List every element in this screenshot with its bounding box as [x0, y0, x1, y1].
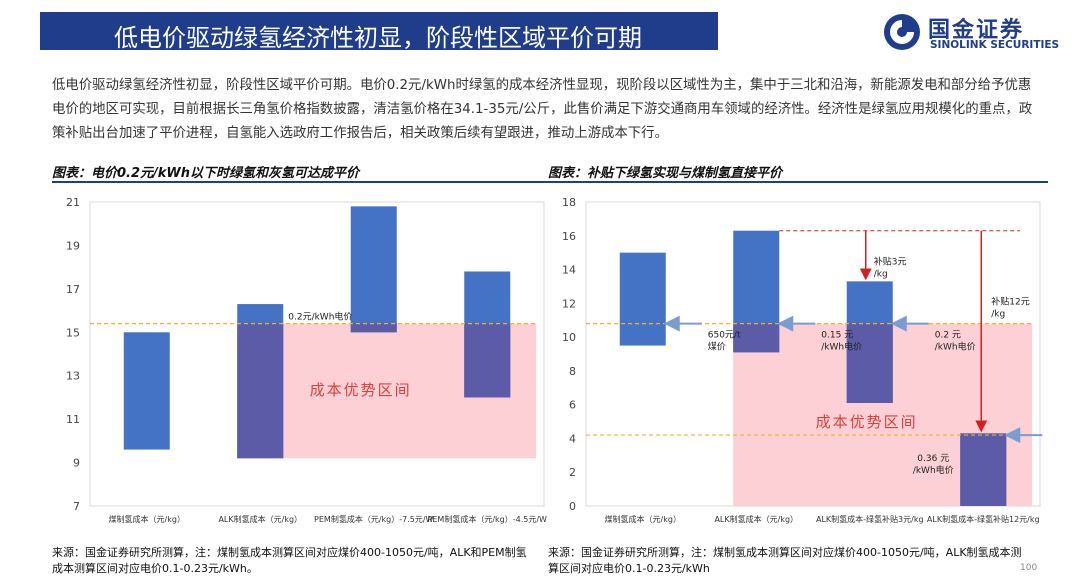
- x-category-label: 煤制氢成本（元/kg）: [109, 514, 185, 524]
- page-number: 100: [1020, 563, 1038, 573]
- y-tick-label: 18: [562, 196, 576, 209]
- y-tick-label: 2: [569, 466, 576, 479]
- reference-label: 0.15 元/kWh电价: [821, 331, 862, 353]
- reference-label: 0.36 元/kWh电价: [913, 454, 954, 476]
- left-chart-source: 来源：国金证券研究所测算，注：煤制氢成本测算区间对应煤价400-1050元/吨，…: [52, 546, 527, 575]
- y-tick-label: 7: [73, 500, 80, 513]
- range-bar-overlap: [960, 433, 1007, 506]
- x-category-label: ALK制氢成本（元/kg）: [714, 514, 798, 524]
- intro-paragraph: 低电价驱动绿氢经济性初显，阶段性区域平价可期。电价0.2元/kWh时绿氢的成本经…: [52, 78, 1033, 141]
- y-tick-label: 16: [562, 230, 576, 243]
- reference-line-label: 0.2元/kWh电价: [288, 311, 352, 323]
- y-tick-label: 21: [66, 196, 80, 209]
- y-tick-label: 17: [66, 283, 80, 296]
- left-chart: 7 9 11 13 15 17 19 21 煤制氢成本（元/kg） ALK制氢成本（元/kg） PE…: [66, 196, 547, 524]
- range-bar: [123, 332, 170, 450]
- y-tick-label: 6: [569, 399, 576, 412]
- y-tick-label: 15: [66, 326, 80, 339]
- logo-name: 国金证券: [928, 18, 1025, 43]
- right-chart-rule: [548, 181, 1048, 183]
- logo-mark-icon: [884, 14, 920, 50]
- y-tick-label: 9: [73, 457, 80, 470]
- logo-en: SINOLINK SECURITIES: [930, 39, 1060, 51]
- x-category-label: PEM制氢成本（元/kg）-7.5元/W: [314, 514, 433, 524]
- subsidy-label: 补贴12元/kg: [991, 296, 1029, 320]
- y-tick-label: 4: [569, 432, 576, 445]
- x-category-label: PEM制氢成本（元/kg）-4.5元/W: [428, 514, 547, 524]
- reference-label: 0.2 元/kWh电价: [935, 331, 976, 353]
- y-tick-label: 12: [562, 297, 576, 310]
- y-tick-label: 19: [66, 239, 80, 252]
- x-category-label: 煤制氢成本（元/kg）: [605, 514, 681, 524]
- x-category-label: ALK制氢成本-绿氢补贴3元/kg: [816, 514, 924, 524]
- y-tick-label: 8: [569, 365, 576, 378]
- range-bar-overlap: [350, 323, 397, 333]
- y-tick-label: 11: [66, 413, 80, 426]
- x-category-label: ALK制氢成本（元/kg）: [218, 514, 302, 524]
- logo: 国金证券 SINOLINK SECURITIES: [882, 10, 1072, 54]
- page-title: 低电价驱动绿氢经济性初显，阶段性区域平价可期: [114, 24, 642, 52]
- range-bar-overlap: [464, 323, 511, 398]
- left-chart-rule: [52, 181, 552, 183]
- title-bar: 低电价驱动绿氢经济性初显，阶段性区域平价可期: [40, 12, 718, 52]
- zone-label: 成本优势区间: [816, 413, 918, 431]
- range-bar-overlap: [733, 323, 780, 353]
- left-chart-panel: 图表：电价0.2元/kWh以下时绿氢和灰氢可达成平价 7 9 11 13 15 17 19 2…: [52, 160, 552, 540]
- y-tick-label: 0: [569, 500, 576, 513]
- range-bar-overlap: [237, 323, 284, 459]
- right-chart: 0 2 4 6 8 10 12 14 16 18 煤制氢成本（元/kg） ALK制氢成本（元/kg） A…: [562, 196, 1043, 524]
- zone-label: 成本优势区间: [310, 381, 412, 399]
- subsidy-label: 补贴3元/kg: [874, 256, 907, 280]
- right-chart-panel: 图表：补贴下绿氢实现与煤制氢直接平价 0 2 4 6 8 10 12 14 16 18 煤制氢成本（…: [548, 160, 1048, 540]
- left-chart-title: 图表：电价0.2元/kWh以下时绿氢和灰氢可达成平价: [52, 166, 360, 181]
- y-tick-label: 14: [562, 264, 576, 277]
- range-bar: [619, 252, 666, 346]
- right-chart-source: 来源：国金证券研究所测算，注：煤制氢成本测算区间对应煤价400-1050元/吨，…: [548, 546, 1022, 575]
- header: 低电价驱动绿氢经济性初显，阶段性区域平价可期 国金证券 SINOLINK SEC…: [0, 0, 1080, 62]
- reference-label: 650元/t 煤价: [708, 331, 741, 353]
- y-tick-label: 10: [562, 331, 576, 344]
- x-category-label: ALK制氢成本-绿氢补贴12元/kg: [927, 514, 1040, 524]
- range-bar-overlap: [846, 323, 893, 403]
- range-bar: [350, 206, 397, 333]
- y-tick-label: 13: [66, 370, 80, 383]
- right-chart-title: 图表：补贴下绿氢实现与煤制氢直接平价: [548, 166, 783, 181]
